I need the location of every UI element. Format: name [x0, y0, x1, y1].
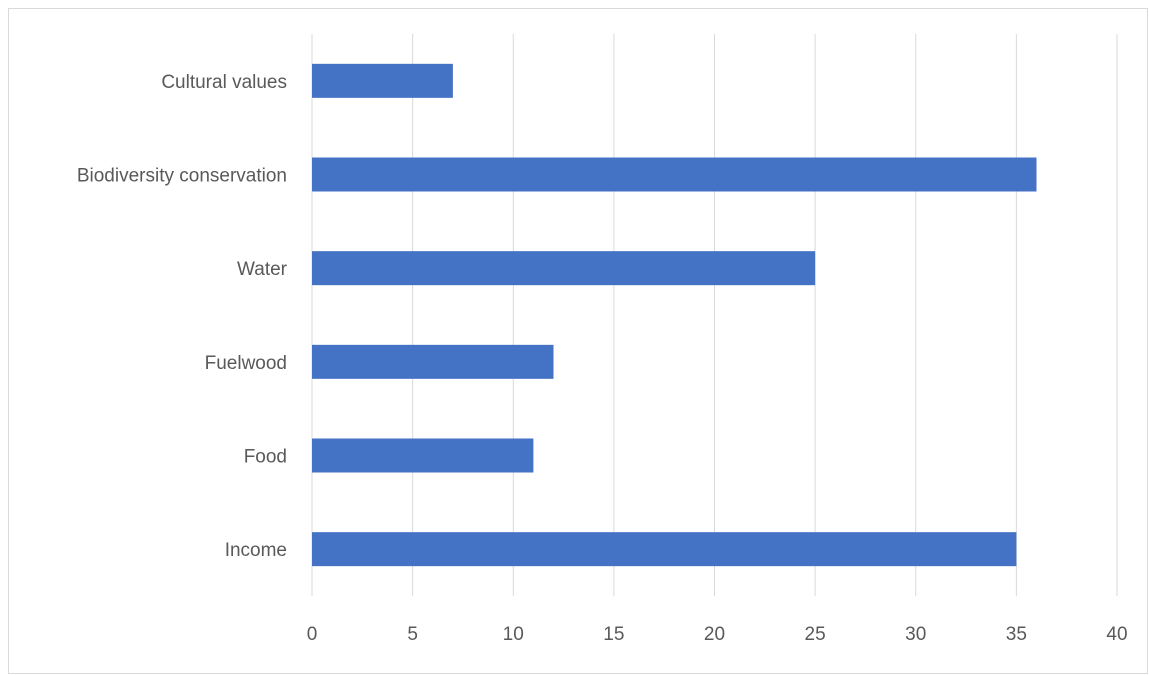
- bar-cultural-values: [312, 64, 453, 98]
- category-labels: Income Food Fuelwood Water Biodiversity cons…: [77, 72, 288, 561]
- category-label: Water: [237, 259, 288, 280]
- category-label: Cultural values: [161, 72, 287, 93]
- gridlines: [312, 34, 1117, 596]
- x-tick-label: 15: [603, 624, 624, 645]
- x-tick-label: 25: [805, 624, 826, 645]
- x-tick-labels: 0 5 10 15 20 25 30 35 40: [307, 624, 1128, 645]
- x-tick-label: 40: [1106, 624, 1127, 645]
- bar-food: [312, 439, 533, 473]
- bar-fuelwood: [312, 345, 554, 379]
- bars: [312, 64, 1037, 566]
- category-label: Biodiversity conservation: [77, 166, 287, 187]
- x-tick-label: 0: [307, 624, 318, 645]
- bar-income: [312, 532, 1016, 566]
- x-tick-label: 10: [503, 624, 524, 645]
- category-label: Food: [244, 447, 287, 468]
- bar-biodiversity-conservation: [312, 158, 1037, 192]
- x-tick-label: 20: [704, 624, 725, 645]
- x-tick-label: 5: [407, 624, 418, 645]
- x-tick-label: 30: [905, 624, 926, 645]
- category-label: Income: [225, 540, 287, 561]
- x-tick-label: 35: [1006, 624, 1027, 645]
- category-label: Fuelwood: [205, 353, 287, 374]
- bar-water: [312, 251, 815, 285]
